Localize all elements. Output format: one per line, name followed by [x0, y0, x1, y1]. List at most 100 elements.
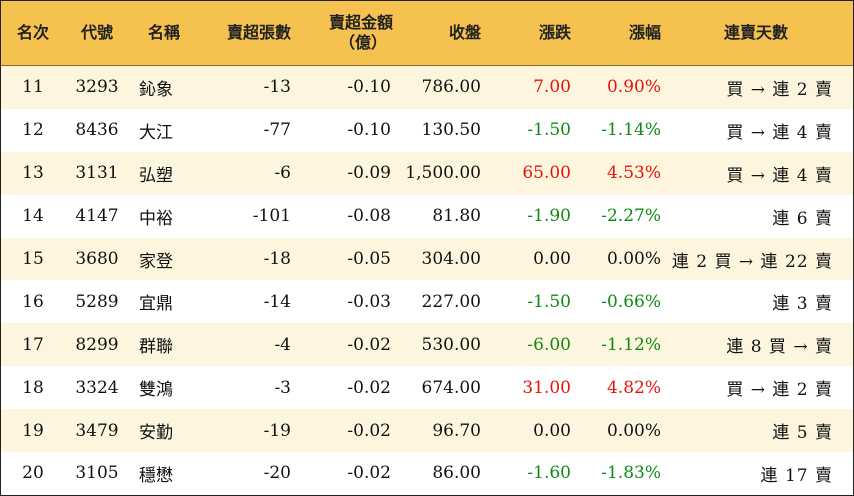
cell-net-sell-lots: -19: [263, 420, 291, 441]
cell-rank: 15: [22, 249, 44, 269]
cell-net-sell-amount: -0.10: [347, 120, 391, 141]
cell-streak: 連 5 賣: [772, 423, 833, 444]
cell-name: 中裕: [139, 208, 173, 229]
cell-net-sell-lots: -101: [252, 206, 291, 227]
header-net-sell-amount-line1: 賣超金額: [328, 13, 393, 32]
cell-change-pct: -1.12%: [601, 334, 661, 355]
cell-change: 0.00: [533, 249, 571, 269]
cell-net-sell-lots: -14: [263, 291, 291, 312]
cell-net-sell-amount: -0.03: [347, 291, 391, 312]
cell-change-pct: 4.53%: [606, 163, 661, 184]
cell-net-sell-amount: -0.05: [347, 249, 391, 269]
cell-change-pct: -1.14%: [601, 120, 661, 141]
cell-name: 家登: [139, 251, 173, 272]
cell-code: 8436: [75, 120, 119, 141]
table-row: 20 3105 穩懋 -20 -0.02 86.00 -1.60 -1.83% 連 17 賣: [1, 452, 853, 495]
cell-rank: 14: [22, 206, 44, 227]
cell-net-sell-amount: -0.08: [347, 206, 391, 227]
cell-net-sell-lots: -6: [274, 163, 291, 184]
table-row: 15 3680 家登 -18 -0.05 304.00 0.00 0.00% 連 2 買 → 連…: [1, 237, 853, 281]
cell-change-pct: 4.82%: [606, 377, 661, 398]
cell-change: -1.90: [527, 206, 571, 227]
cell-code: 3324: [75, 377, 119, 398]
cell-change: 31.00: [522, 377, 571, 398]
cell-net-sell-amount: -0.02: [347, 334, 391, 355]
cell-net-sell-lots: -18: [263, 249, 291, 269]
header-streak: 連賣天數: [723, 23, 788, 42]
cell-net-sell-lots: -3: [274, 377, 291, 398]
cell-close: 1,500.00: [405, 163, 481, 184]
table-body: 11 3293 鈊象 -13 -0.10 786.00 7.00 0.90% 買 → 連 2 賣…: [1, 66, 853, 495]
cell-change-pct: -0.66%: [601, 291, 661, 312]
cell-rank: 18: [22, 377, 44, 398]
cell-close: 786.00: [421, 77, 481, 98]
table-row: 17 8299 群聯 -4 -0.02 530.00 -6.00 -1.12% 連 8 買 → …: [1, 323, 853, 367]
table-row: 12 8436 大江 -77 -0.10 130.50 -1.50 -1.14% 買 → 連 4…: [1, 108, 853, 152]
cell-streak: 買 → 連 2 賣: [726, 79, 833, 100]
table-header: 名次 代號 名稱 賣超張數 賣超金額 （億） 收盤 漲跌 漲幅 連賣天數: [1, 1, 853, 66]
table-row: 18 3324 雙鴻 -3 -0.02 674.00 31.00 4.82% 買 → 連 2 賣: [1, 366, 853, 410]
cell-net-sell-lots: -77: [263, 120, 291, 141]
header-change: 漲跌: [538, 23, 571, 42]
cell-change: -1.50: [527, 291, 571, 312]
header-net-sell-lots: 賣超張數: [226, 23, 291, 42]
cell-change-pct: 0.90%: [606, 77, 661, 98]
cell-name: 群聯: [139, 337, 173, 358]
cell-change: -1.60: [527, 463, 571, 484]
table-row: 13 3131 弘塑 -6 -0.09 1,500.00 65.00 4.53% 買 → 連 4…: [1, 151, 853, 195]
table-row: 19 3479 安勤 -19 -0.02 96.70 0.00 0.00% 連 5 賣: [1, 409, 853, 453]
cell-change: 0.00: [533, 420, 571, 441]
cell-change-pct: 0.00%: [606, 249, 661, 269]
cell-name: 宜鼎: [139, 294, 173, 315]
cell-name: 穩懋: [139, 465, 173, 486]
cell-streak: 買 → 連 2 賣: [726, 380, 833, 401]
cell-rank: 12: [22, 120, 44, 141]
cell-rank: 20: [22, 463, 44, 484]
cell-net-sell-lots: -13: [263, 77, 291, 98]
cell-change: -6.00: [527, 334, 571, 355]
cell-code: 3105: [75, 463, 119, 484]
table-row: 16 5289 宜鼎 -14 -0.03 227.00 -1.50 -0.66% 連 3 賣: [1, 280, 853, 324]
cell-net-sell-amount: -0.02: [347, 377, 391, 398]
table-row: 11 3293 鈊象 -13 -0.10 786.00 7.00 0.90% 買 → 連 2 賣: [1, 66, 853, 109]
cell-code: 5289: [75, 291, 119, 312]
cell-close: 130.50: [421, 120, 481, 141]
header-close: 收盤: [448, 23, 481, 42]
cell-close: 81.80: [432, 206, 481, 227]
cell-net-sell-amount: -0.02: [347, 420, 391, 441]
cell-close: 674.00: [421, 377, 481, 398]
cell-close: 96.70: [432, 420, 481, 441]
cell-name: 弘塑: [139, 165, 173, 186]
header-change-pct: 漲幅: [628, 23, 661, 42]
cell-close: 227.00: [421, 291, 481, 312]
cell-net-sell-amount: -0.02: [347, 463, 391, 484]
cell-streak: 連 2 買 → 連 22 賣: [671, 251, 833, 272]
header-code: 代號: [80, 23, 113, 42]
cell-streak: 連 6 賣: [772, 208, 833, 229]
cell-change: -1.50: [527, 120, 571, 141]
cell-change-pct: -2.27%: [601, 206, 661, 227]
cell-code: 3293: [75, 77, 119, 98]
header-name: 名稱: [147, 23, 180, 42]
cell-close: 304.00: [421, 249, 481, 269]
cell-name: 大江: [139, 122, 173, 143]
cell-streak: 連 3 賣: [772, 294, 833, 315]
cell-rank: 13: [22, 163, 44, 184]
cell-code: 3131: [75, 163, 119, 184]
cell-code: 4147: [75, 206, 119, 227]
header-net-sell-amount: 賣超金額 （億）: [297, 1, 397, 65]
cell-rank: 11: [22, 77, 44, 98]
cell-code: 3680: [75, 249, 119, 269]
cell-close: 530.00: [421, 334, 481, 355]
cell-change-pct: -1.83%: [601, 463, 661, 484]
table-row: 14 4147 中裕 -101 -0.08 81.80 -1.90 -2.27% 連 6 賣: [1, 194, 853, 238]
header-rank: 名次: [16, 23, 49, 42]
cell-rank: 16: [22, 291, 44, 312]
cell-code: 8299: [75, 334, 119, 355]
cell-change: 65.00: [522, 163, 571, 184]
cell-streak: 連 17 賣: [760, 465, 833, 486]
cell-close: 86.00: [432, 463, 481, 484]
cell-rank: 19: [22, 420, 44, 441]
cell-name: 安勤: [139, 423, 173, 444]
